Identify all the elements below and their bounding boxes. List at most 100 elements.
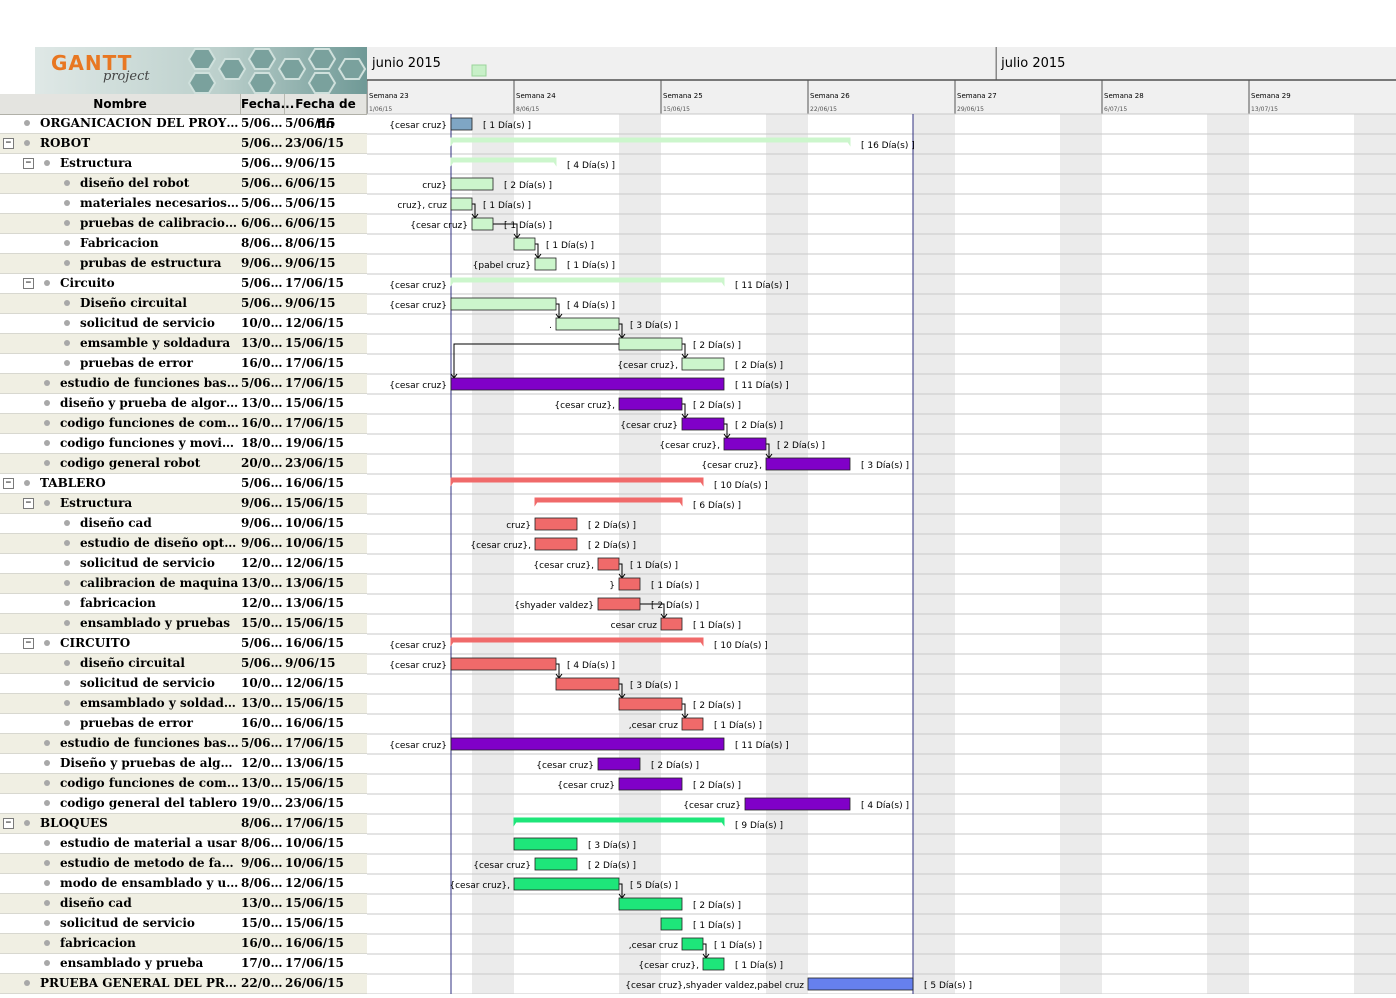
task-row[interactable]: − Estructura 9/06/... 15/06/15 <box>0 494 367 514</box>
task-row[interactable]: − Circuito 5/06/... 17/06/15 <box>0 274 367 294</box>
task-row[interactable]: codigo funciones y movimient...18/06...1… <box>0 434 367 454</box>
task-row[interactable]: modo de ensamblado y union d...8/06/...1… <box>0 874 367 894</box>
task-row[interactable]: diseño cad 13/06...15/06/15 <box>0 894 367 914</box>
task-row[interactable]: materiales necesarios de fa...5/06/...5/… <box>0 194 367 214</box>
week-date: 15/06/15 <box>663 106 690 113</box>
task-row[interactable]: solicitud de servicio 15/06...15/06/15 <box>0 914 367 934</box>
task-row[interactable]: ensamblado y pruebas 15/06...15/06/15 <box>0 614 367 634</box>
task-row[interactable]: Diseño y pruebas de algoritmo12/06...13/… <box>0 754 367 774</box>
task-row[interactable]: pruebas de error 16/06...16/06/15 <box>0 714 367 734</box>
task-bar <box>450 177 494 191</box>
task-start-date: 5/06/... <box>241 476 285 490</box>
week-date: 6/07/15 <box>1104 106 1127 113</box>
week-label: Semana 27 <box>957 92 997 100</box>
task-name: CIRCUITO <box>60 636 131 650</box>
task-bar <box>681 417 725 431</box>
task-bar <box>618 777 683 791</box>
task-row[interactable]: pruebas de calibracion o sol...6/06/...6… <box>0 214 367 234</box>
task-bullet-icon <box>44 400 50 406</box>
task-row[interactable]: − CIRCUITO 5/06/... 16/06/15 <box>0 634 367 654</box>
task-row[interactable]: estudio de funciones basicas del pr...5/… <box>0 734 367 754</box>
task-row[interactable]: solicitud de servicio 10/06...12/06/15 <box>0 314 367 334</box>
task-end-date: 15/06/15 <box>285 916 344 930</box>
task-bullet-icon <box>64 360 70 366</box>
column-header-name[interactable]: Nombre <box>0 94 241 114</box>
dependency-link <box>472 203 476 218</box>
column-header-end[interactable]: Fecha de fin <box>285 94 367 131</box>
task-row[interactable]: ensamblado y prueba 17/06...17/06/15 <box>0 954 367 974</box>
task-table-header: Nombre Fecha... Fecha de fin <box>0 94 367 131</box>
task-duration-label: [ 1 Día(s) ] <box>714 721 762 731</box>
collapse-toggle-icon[interactable]: − <box>3 478 14 489</box>
task-row[interactable]: codigo funciones de comunicación13/06...… <box>0 774 367 794</box>
task-bar <box>723 437 767 451</box>
task-row[interactable]: − TABLERO 5/06/... 16/06/15 <box>0 474 367 494</box>
collapse-toggle-icon[interactable]: − <box>3 818 14 829</box>
task-start-date: 8/06/... <box>241 236 285 250</box>
task-bullet-icon <box>44 840 50 846</box>
task-row[interactable]: Fabricacion 8/06/... 8/06/15 <box>0 234 367 254</box>
task-end-date: 6/06/15 <box>285 176 336 190</box>
collapse-toggle-icon[interactable]: − <box>3 138 14 149</box>
task-duration-label: [ 4 Día(s) ] <box>567 161 615 171</box>
collapse-toggle-icon[interactable]: − <box>23 158 34 169</box>
task-start-date: 5/06/... <box>241 176 285 190</box>
task-row[interactable]: − Estructura 5/06/... 9/06/15 <box>0 154 367 174</box>
task-row[interactable]: solicitud de servicio 10/06...12/06/15 <box>0 674 367 694</box>
task-row[interactable]: − BLOQUES 8/06/... 17/06/15 <box>0 814 367 834</box>
task-row[interactable]: Diseño circuital 5/06/... 9/06/15 <box>0 294 367 314</box>
task-duration-label: [ 3 Día(s) ] <box>630 681 678 691</box>
task-bullet-icon <box>44 760 50 766</box>
column-header-start[interactable]: Fecha... <box>241 94 294 114</box>
collapse-toggle-icon[interactable]: − <box>23 498 34 509</box>
task-row[interactable]: codigo general robot 20/06...23/06/15 <box>0 454 367 474</box>
task-end-date: 17/06/15 <box>285 356 344 370</box>
task-bullet-icon <box>64 520 70 526</box>
task-row[interactable]: prubas de estructura 9/06/... 9/06/15 <box>0 254 367 274</box>
task-row[interactable]: fabricacion 12/06...13/06/15 <box>0 594 367 614</box>
task-bullet-icon <box>64 300 70 306</box>
dependency-link <box>619 563 623 578</box>
task-row[interactable]: pruebas de error 16/06...17/06/15 <box>0 354 367 374</box>
dependency-link <box>619 883 623 898</box>
task-row[interactable]: diseño y prueba de algoritmo13/06...15/0… <box>0 394 367 414</box>
task-row[interactable]: estudio de funciones basicas d...5/06/..… <box>0 374 367 394</box>
task-row[interactable]: diseño del robot 5/06/... 6/06/15 <box>0 174 367 194</box>
task-name: codigo funciones de comunica... <box>60 416 240 430</box>
collapse-toggle-icon[interactable]: − <box>23 638 34 649</box>
week-label: Semana 26 <box>810 92 850 100</box>
task-start-date: 5/06/... <box>241 736 285 750</box>
task-row[interactable]: fabricacion 16/06...16/06/15 <box>0 934 367 954</box>
gantt-chart[interactable]: junio 2015 julio 2015 Semana 23 1/06/15 Sema… <box>366 47 1396 995</box>
task-start-date: 5/06/... <box>241 636 285 650</box>
task-row[interactable]: estudio de material a usar 8/06/... 10/06/… <box>0 834 367 854</box>
task-bullet-icon <box>64 580 70 586</box>
task-start-date: 10/06... <box>241 676 285 690</box>
task-end-date: 23/06/15 <box>285 456 344 470</box>
collapse-toggle-icon[interactable]: − <box>23 278 34 289</box>
task-bullet-icon <box>24 120 30 126</box>
task-bar <box>618 697 683 711</box>
task-row[interactable]: solicitud de servicio 12/06...12/06/15 <box>0 554 367 574</box>
task-row[interactable]: ORGANICACION DEL PROYECTO5/06/...5/06/15 <box>0 114 367 134</box>
task-end-date: 9/06/15 <box>285 156 336 170</box>
task-row[interactable]: estudio de diseño optimo 9/06/... 10/06/15 <box>0 534 367 554</box>
task-row[interactable]: diseño cad 9/06/... 10/06/15 <box>0 514 367 534</box>
task-row[interactable]: PRUEBA GENERAL DEL PROYECTO22/06...26/06… <box>0 974 367 994</box>
task-name: diseño y prueba de algoritmo <box>60 396 240 410</box>
task-duration-label: [ 10 Día(s) ] <box>714 641 768 651</box>
task-name: Estructura <box>60 156 133 170</box>
task-duration-label: [ 5 Día(s) ] <box>630 881 678 891</box>
task-row[interactable]: codigo funciones de comunica...16/06...1… <box>0 414 367 434</box>
task-row[interactable]: estudio de metodo de fabricac...9/06/...… <box>0 854 367 874</box>
task-row[interactable]: − ROBOT 5/06/... 23/06/15 <box>0 134 367 154</box>
task-row[interactable]: codigo general del tablero19/06...23/06/… <box>0 794 367 814</box>
task-duration-label: [ 2 Día(s) ] <box>735 361 783 371</box>
task-row[interactable]: emsamble y soldadura 13/06...15/06/15 <box>0 334 367 354</box>
summary-bar <box>450 637 704 647</box>
task-end-date: 17/06/15 <box>285 276 344 290</box>
task-bar <box>513 877 620 891</box>
task-row[interactable]: diseño circuital 5/06/... 9/06/15 <box>0 654 367 674</box>
